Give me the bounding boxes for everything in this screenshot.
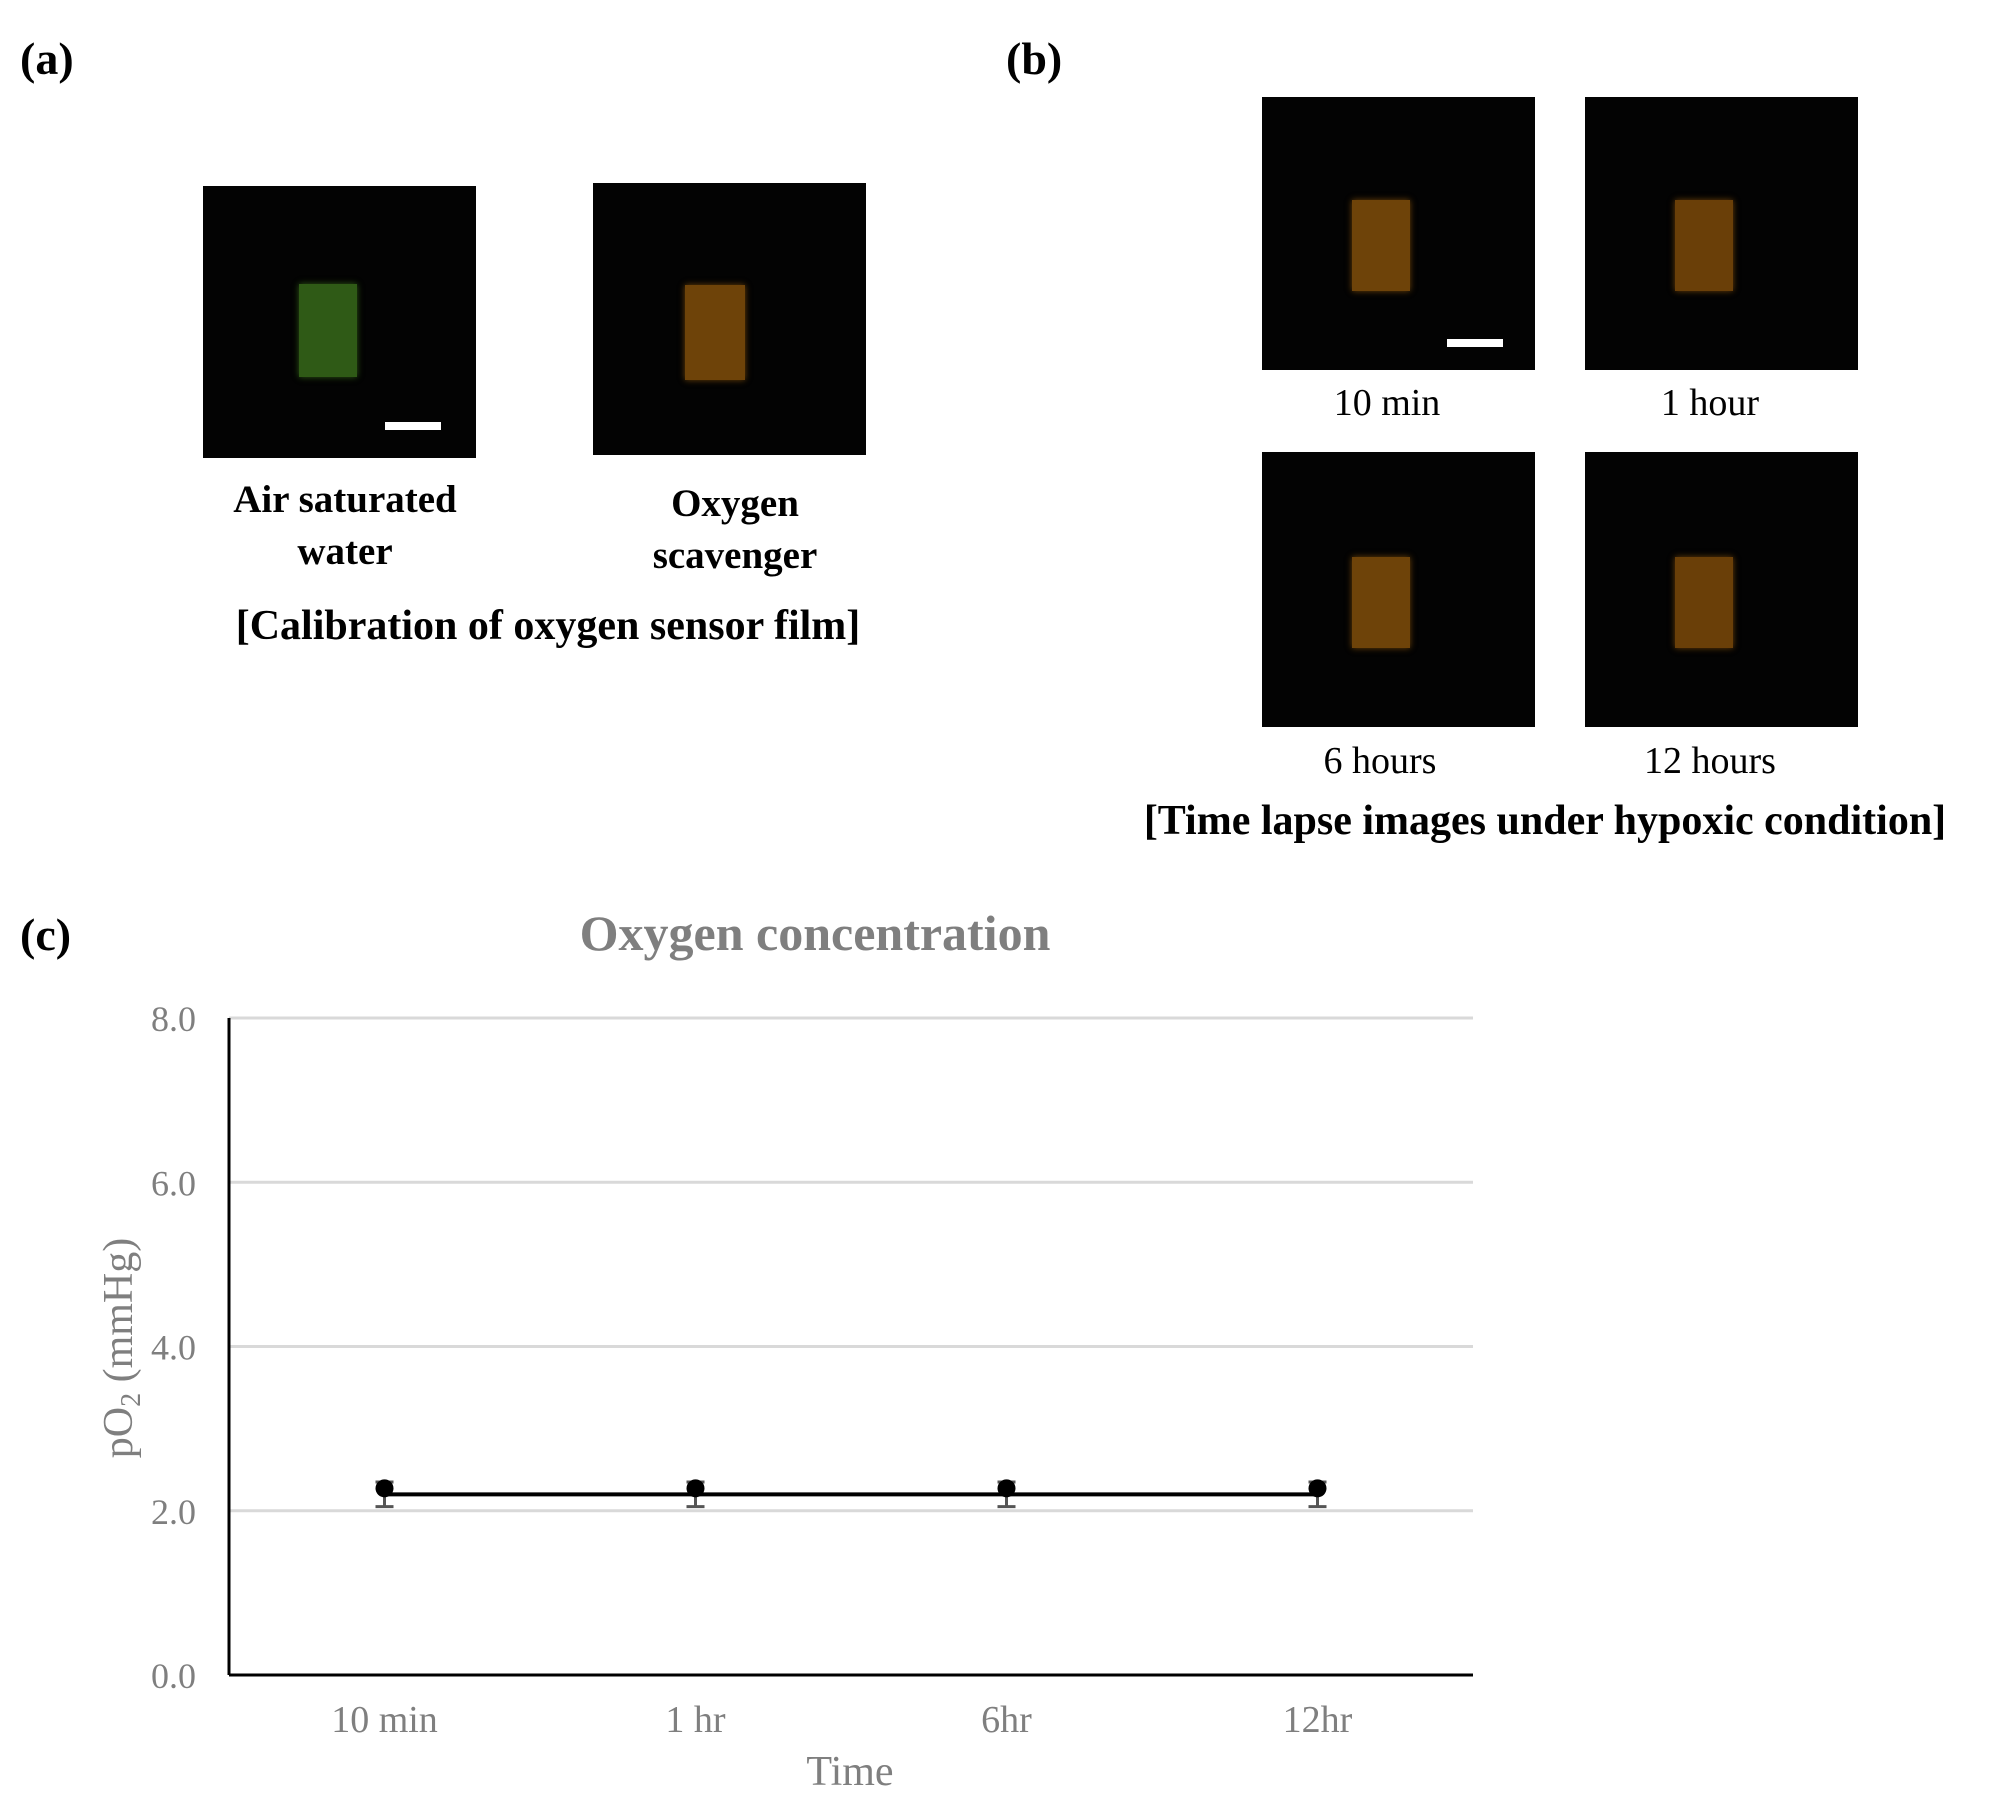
sensor-film <box>1352 200 1410 291</box>
caption-line-1: Oxygen <box>671 482 799 525</box>
data-point <box>686 1479 705 1498</box>
caption-oxygen-scavenger: Oxygen scavenger <box>580 478 890 582</box>
caption-air-saturated-water: Air saturated water <box>190 474 500 578</box>
y-tick-labels: 0.0 2.0 4.0 6.0 8.0 <box>151 999 196 1696</box>
sensor-film <box>685 285 745 380</box>
oxygen-concentration-chart: Oxygen concentration 0.0 2.0 4.0 6.0 8.0 10 … <box>96 905 1473 1795</box>
y-axis-label: pO2 (mmHg) <box>96 1238 147 1459</box>
image-10-min <box>1262 97 1535 370</box>
y-tick-label: 0.0 <box>151 1656 196 1696</box>
y-tick-label: 8.0 <box>151 999 196 1039</box>
grid-lines <box>229 1016 1473 1513</box>
y-tick-label: 2.0 <box>151 1492 196 1532</box>
caption-1-hour: 1 hour <box>1660 382 1760 424</box>
image-1-hour <box>1585 97 1858 370</box>
caption-12-hours: 12 hours <box>1644 740 1776 782</box>
chart-title: Oxygen concentration <box>580 905 1051 961</box>
panel-b-label: (b) <box>1006 33 1063 84</box>
y-tick-label: 6.0 <box>151 1163 196 1203</box>
scale-bar <box>385 422 441 430</box>
data-point <box>375 1479 394 1498</box>
caption-6-hours: 6 hours <box>1323 740 1437 782</box>
panel-c-label: (c) <box>20 909 72 960</box>
panel-a-label: (a) <box>20 33 74 84</box>
scale-bar <box>1447 339 1503 347</box>
x-axis-label: Time <box>806 1749 893 1795</box>
x-tick-label: 10 min <box>331 1699 438 1741</box>
x-tick-label: 1 hr <box>665 1699 726 1741</box>
sensor-film <box>299 284 357 377</box>
x-tick-label: 6hr <box>981 1699 1032 1741</box>
y-axis-label-unit: (mmHg) <box>96 1238 142 1393</box>
x-tick-labels: 10 min 1 hr 6hr 12hr <box>331 1699 1352 1741</box>
sensor-film <box>1352 557 1410 648</box>
y-axis-label-subscript: 2 <box>116 1393 147 1407</box>
panel-a-title: [Calibration of oxygen sensor film] <box>235 603 861 649</box>
sensor-film <box>1675 557 1733 648</box>
y-tick-label: 4.0 <box>151 1328 196 1368</box>
caption-line-2: water <box>297 530 393 573</box>
caption-line-2: scavenger <box>652 534 818 577</box>
image-oxygen-scavenger <box>593 183 866 455</box>
image-12-hours <box>1585 452 1858 727</box>
data-point <box>1308 1479 1327 1498</box>
sensor-film <box>1675 200 1733 291</box>
image-6-hours <box>1262 452 1535 727</box>
panel-b-title: [Time lapse images under hypoxic conditi… <box>1143 798 1947 844</box>
data-point <box>997 1479 1016 1498</box>
image-air-saturated-water <box>203 186 476 458</box>
caption-10-min: 10 min <box>1333 382 1441 424</box>
x-tick-label: 12hr <box>1283 1699 1353 1741</box>
y-axis-label-main: pO <box>96 1407 142 1458</box>
caption-line-1: Air saturated <box>233 478 457 521</box>
data-series <box>375 1479 1327 1509</box>
